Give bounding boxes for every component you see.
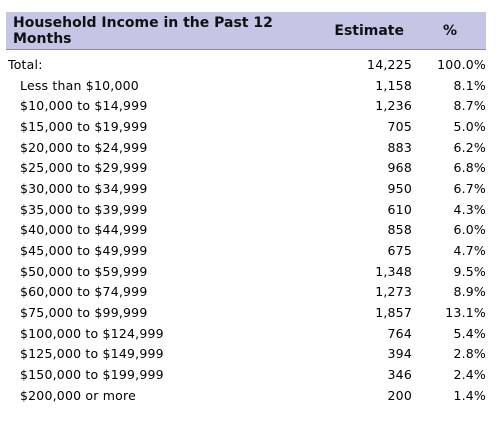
estimate-value: 883 <box>387 139 412 155</box>
table-row: $50,000 to $59,999 1,348 9.5% <box>6 261 486 282</box>
percent-value: 1.4% <box>453 387 486 403</box>
table-row: $150,000 to $199,999 346 2.4% <box>6 364 486 385</box>
table-row: $25,000 to $29,999 968 6.8% <box>6 157 486 178</box>
table-row: $15,000 to $19,999 705 5.0% <box>6 116 486 137</box>
estimate-value: 14,225 <box>367 56 412 72</box>
percent-value: 8.7% <box>453 98 486 114</box>
estimate-value: 1,158 <box>375 77 412 93</box>
income-bracket-label: $150,000 to $199,999 <box>20 367 164 383</box>
estimate-value: 1,236 <box>375 98 412 114</box>
table-row: $30,000 to $34,999 950 6.7% <box>6 178 486 199</box>
percent-value: 8.1% <box>453 77 486 93</box>
table-row: $100,000 to $124,999 764 5.4% <box>6 323 486 344</box>
percent-value: 2.4% <box>453 367 486 383</box>
percent-value: 4.3% <box>453 201 486 217</box>
income-bracket-label: $125,000 to $149,999 <box>20 346 164 362</box>
percent-value: 5.0% <box>453 118 486 134</box>
income-bracket-label: $50,000 to $59,999 <box>20 263 148 279</box>
estimate-value: 200 <box>387 387 412 403</box>
table-body: Total: 14,225 100.0% Less than $10,000 1,158… <box>6 50 486 406</box>
column-header-estimate: Estimate <box>334 22 404 39</box>
estimate-value: 675 <box>387 243 412 259</box>
percent-value: 6.2% <box>453 139 486 155</box>
table-row: $35,000 to $39,999 610 4.3% <box>6 199 486 220</box>
estimate-value: 346 <box>387 367 412 383</box>
percent-value: 9.5% <box>453 263 486 279</box>
column-header-income: Household Income in the Past 12 Months <box>13 14 273 47</box>
estimate-value: 705 <box>387 118 412 134</box>
table-row: Less than $10,000 1,158 8.1% <box>6 75 486 96</box>
table-row: $125,000 to $149,999 394 2.8% <box>6 344 486 365</box>
income-bracket-label: Total: <box>8 56 43 72</box>
percent-value: 8.9% <box>453 284 486 300</box>
estimate-value: 610 <box>387 201 412 217</box>
estimate-value: 858 <box>387 222 412 238</box>
income-bracket-label: $75,000 to $99,999 <box>20 305 148 321</box>
table-row: $10,000 to $14,999 1,236 8.7% <box>6 95 486 116</box>
percent-value: 5.4% <box>453 325 486 341</box>
estimate-value: 1,348 <box>375 263 412 279</box>
table-row: $200,000 or more 200 1.4% <box>6 385 486 406</box>
table-row: $60,000 to $74,999 1,273 8.9% <box>6 282 486 303</box>
percent-value: 2.8% <box>453 346 486 362</box>
income-bracket-label: $35,000 to $39,999 <box>20 201 148 217</box>
estimate-value: 764 <box>387 325 412 341</box>
income-bracket-label: $15,000 to $19,999 <box>20 118 148 134</box>
estimate-value: 394 <box>387 346 412 362</box>
income-bracket-label: $60,000 to $74,999 <box>20 284 148 300</box>
estimate-value: 950 <box>387 180 412 196</box>
percent-value: 6.0% <box>453 222 486 238</box>
percent-value: 13.1% <box>445 305 486 321</box>
table-row: $45,000 to $49,999 675 4.7% <box>6 240 486 261</box>
estimate-value: 1,857 <box>375 305 412 321</box>
estimate-value: 968 <box>387 160 412 176</box>
percent-value: 6.8% <box>453 160 486 176</box>
income-bracket-label: $100,000 to $124,999 <box>20 325 164 341</box>
estimate-value: 1,273 <box>375 284 412 300</box>
income-bracket-label: $45,000 to $49,999 <box>20 243 148 259</box>
percent-value: 6.7% <box>453 180 486 196</box>
household-income-table: Household Income in the Past 12 Months E… <box>6 12 486 406</box>
percent-value: 100.0% <box>437 56 486 72</box>
income-bracket-label: Less than $10,000 <box>20 77 139 93</box>
income-bracket-label: $200,000 or more <box>20 387 136 403</box>
table-row: $75,000 to $99,999 1,857 13.1% <box>6 302 486 323</box>
table-header-row: Household Income in the Past 12 Months E… <box>6 12 486 50</box>
percent-value: 4.7% <box>453 243 486 259</box>
column-header-percent: % <box>442 22 458 39</box>
income-bracket-label: $40,000 to $44,999 <box>20 222 148 238</box>
income-bracket-label: $10,000 to $14,999 <box>20 98 148 114</box>
income-bracket-label: $20,000 to $24,999 <box>20 139 148 155</box>
table-row: $40,000 to $44,999 858 6.0% <box>6 220 486 241</box>
income-bracket-label: $25,000 to $29,999 <box>20 160 148 176</box>
table-row: $20,000 to $24,999 883 6.2% <box>6 137 486 158</box>
income-bracket-label: $30,000 to $34,999 <box>20 180 148 196</box>
income-table-container: Household Income in the Past 12 Months E… <box>6 12 486 406</box>
table-row-total: Total: 14,225 100.0% <box>6 50 486 75</box>
